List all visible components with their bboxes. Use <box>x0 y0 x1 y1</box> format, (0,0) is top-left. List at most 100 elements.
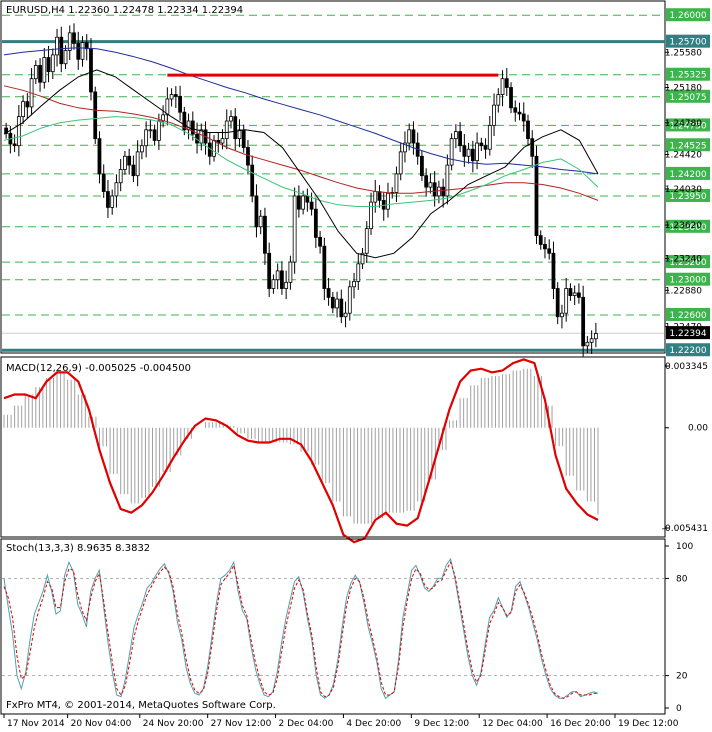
level-tag <box>666 138 710 152</box>
candle-body <box>526 120 530 140</box>
time-tick-label: 24 Nov 20:00 <box>143 719 204 729</box>
level-tag-label: 1.23200 <box>669 258 706 268</box>
ma-green-line <box>3 116 599 207</box>
stoch-pane: 100 80 20 0 Stoch(13,3,3) 8.9635 8.3832 FxP… <box>0 538 693 715</box>
candle <box>581 285 586 357</box>
candle <box>80 36 85 67</box>
candle-body <box>16 116 21 147</box>
candle <box>360 247 365 270</box>
stoch-tick-label: 80 <box>676 574 688 584</box>
candle <box>560 304 564 329</box>
stoch-pane-title: Stoch(13,3,3) 8.9635 8.3832 <box>6 543 150 554</box>
candle-body <box>135 151 140 177</box>
candle <box>403 131 407 163</box>
ma-black-line <box>3 69 599 259</box>
level-tag <box>666 34 710 48</box>
candle-body <box>347 286 352 314</box>
candle-body <box>144 129 149 147</box>
candle-body <box>118 169 123 184</box>
candle <box>441 178 446 208</box>
candle <box>123 150 127 175</box>
candle-body <box>275 270 280 281</box>
price-pane: 1.26000 1.25700 1.25325 1.25075 1.24750 1.245… <box>0 0 710 357</box>
candle-body <box>246 147 250 166</box>
candle <box>492 93 496 137</box>
candle <box>479 137 484 151</box>
candle-body <box>25 101 30 108</box>
candle <box>46 45 51 83</box>
candle <box>330 292 335 314</box>
candle <box>500 70 505 107</box>
candle <box>169 88 174 107</box>
candle-body <box>462 145 467 157</box>
candle-body <box>377 191 382 201</box>
candle-body <box>220 138 225 144</box>
time-tick-label: 4 Dec 20:00 <box>346 719 401 729</box>
candle <box>237 119 242 148</box>
candle <box>12 134 17 153</box>
macd-signal-polyline <box>3 358 599 544</box>
macd-tick-label: -0.005431 <box>662 524 708 534</box>
candle-body <box>572 292 577 296</box>
candle <box>67 25 72 61</box>
candle <box>585 335 590 354</box>
candle <box>335 291 339 318</box>
candle-body <box>577 292 581 298</box>
price-tick-label: 1.25180 <box>665 84 702 94</box>
level-tag-label: 1.22200 <box>669 346 706 356</box>
candle-body <box>72 32 76 44</box>
ma-red-line <box>3 85 599 201</box>
candle <box>526 114 530 147</box>
candle-body <box>369 201 373 229</box>
candle <box>59 26 64 73</box>
candle-body <box>441 186 446 197</box>
candle-body <box>543 244 547 250</box>
price-tick-label: 1.23620 <box>665 221 702 231</box>
price-pane-title: EURUSD,H4 1.22360 1.22478 1.22334 1.2239… <box>6 5 243 16</box>
stoch-tick-label: 20 <box>676 672 688 682</box>
macd-histogram <box>3 368 599 524</box>
macd-pane: 0.003345 0.00 -0.005431 MACD(12,26,9) -0.0… <box>0 356 708 544</box>
level-tag-label: 1.24200 <box>669 170 706 180</box>
level-tag <box>666 8 710 22</box>
candle-body <box>271 279 276 289</box>
candle-body <box>313 208 318 238</box>
candle-body <box>80 42 85 60</box>
price-axis: 1.25580 1.25180 1.24780 1.24420 1.24030 1.236… <box>665 48 702 332</box>
candle <box>577 283 581 304</box>
macd-tick-label: 0.00 <box>688 424 708 434</box>
candle <box>140 139 144 160</box>
candle-body <box>581 296 586 347</box>
candle-body <box>178 95 182 113</box>
level-tag-label: 1.24750 <box>669 121 706 131</box>
candle <box>420 150 424 181</box>
candle <box>326 277 331 306</box>
candle <box>258 209 263 235</box>
level-tag <box>666 307 710 321</box>
price-pane-frame <box>0 0 666 354</box>
macd-tick-label: 0.003345 <box>665 362 708 372</box>
candle-body <box>258 215 263 228</box>
candle-body <box>589 338 594 343</box>
candle-body <box>309 201 314 210</box>
footer-copyright: FxPro MT4, © 2001-2014, MetaQuotes Softw… <box>6 700 276 711</box>
level-tag <box>666 343 710 357</box>
candle <box>263 207 267 265</box>
candle-body <box>114 182 119 197</box>
stoch-tick-label: 100 <box>676 542 693 552</box>
candle <box>173 86 178 108</box>
candle-body <box>513 107 518 113</box>
candle <box>182 106 187 136</box>
price-levels: 1.26000 1.25700 1.25325 1.25075 1.24750 1.245… <box>2 8 710 357</box>
candle <box>152 124 157 146</box>
macd-pane-frame <box>0 356 666 538</box>
candle-body <box>89 48 93 93</box>
candle-body <box>288 261 293 283</box>
candle <box>347 280 352 321</box>
candle <box>343 301 348 328</box>
level-tag <box>666 255 710 269</box>
candle-body <box>21 101 25 118</box>
price-tick-label: 1.23240 <box>665 255 702 265</box>
candle-body <box>547 248 552 254</box>
candle-body <box>492 104 496 126</box>
